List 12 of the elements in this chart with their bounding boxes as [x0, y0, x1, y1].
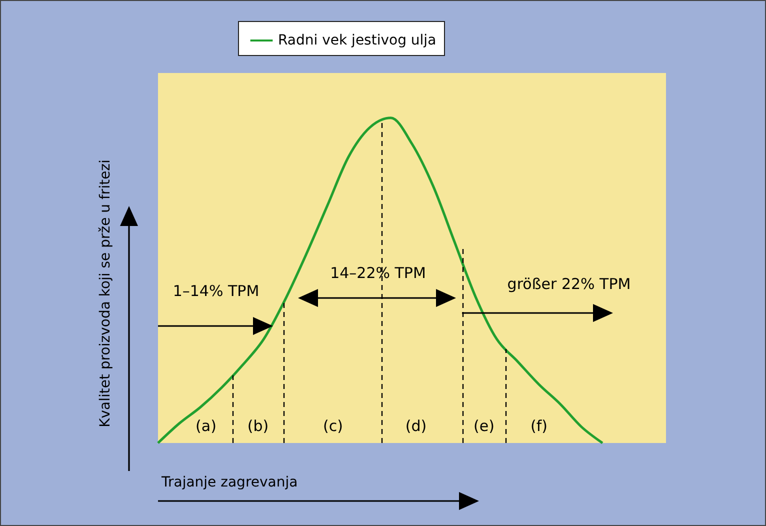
annotation: 14–22% TPM — [330, 264, 426, 282]
annotation: (a) — [196, 417, 216, 435]
annotation: (c) — [323, 417, 343, 435]
annotation: (f) — [530, 417, 548, 435]
annotation: (b) — [247, 417, 269, 435]
annotation: (d) — [405, 417, 427, 435]
annotation: größer 22% TPM — [507, 275, 631, 293]
annotation: 1–14% TPM — [172, 282, 260, 300]
x-axis-title: Trajanje zagrevanja — [160, 474, 298, 490]
annotation: (e) — [474, 417, 494, 435]
legend-label: Radni vek jestivog ulja — [278, 32, 436, 48]
y-axis-title: Kvalitet proizvoda koji se prže u fritezi — [98, 160, 114, 428]
